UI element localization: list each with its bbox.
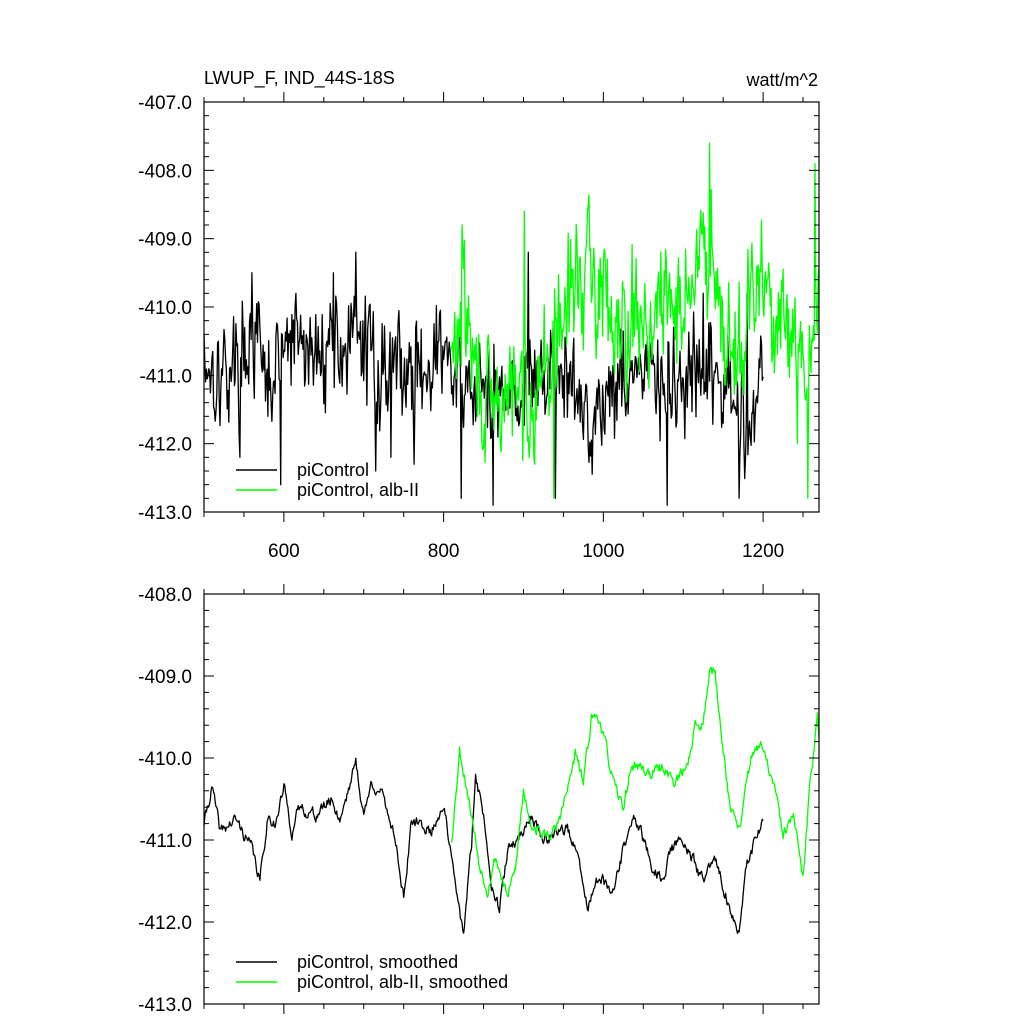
series-line-picontrol xyxy=(203,251,764,506)
y-tick-label: -410.0 xyxy=(138,298,192,319)
y-tick-label: -409.0 xyxy=(138,230,192,251)
y-tick-label: -408.0 xyxy=(138,585,192,606)
y-tick-label: -413.0 xyxy=(138,503,192,524)
y-tick-label: -412.0 xyxy=(138,913,192,934)
y-tick-label: -411.0 xyxy=(140,831,192,852)
x-tick-label: 1200 xyxy=(742,541,784,562)
bottom-ticks-group xyxy=(203,584,819,1014)
y-tick-label: -412.0 xyxy=(138,435,192,456)
x-tick-label: 1000 xyxy=(582,541,624,562)
top-x-tick-labels: 600 800 1000 1200 xyxy=(268,541,784,562)
y-tick-label: -408.0 xyxy=(138,161,192,182)
top-series-group xyxy=(203,142,820,506)
legend-label-picontrol: piControl xyxy=(297,460,369,480)
bottom-y-tick-labels: -408.0 -409.0 -410.0 -411.0 -412.0 -413.… xyxy=(138,585,192,1016)
bottom-series-group xyxy=(203,666,820,934)
series-line-picontrol-alb-ii xyxy=(450,142,820,499)
top-legend: piControl piControl, alb-II xyxy=(236,460,419,500)
series-line-picontrol-smoothed xyxy=(203,757,764,934)
x-tick-label: 800 xyxy=(428,541,460,562)
top-y-tick-labels: -407.0 -408.0 -409.0 -410.0 -411.0 -412.… xyxy=(138,93,192,524)
legend-label-alb-ii: piControl, alb-II xyxy=(297,480,419,500)
bottom-panel: -408.0 -409.0 -410.0 -411.0 -412.0 -413.… xyxy=(138,584,820,1016)
x-tick-label: 600 xyxy=(268,541,300,562)
top-ticks-group xyxy=(203,92,819,522)
units-label: watt/m^2 xyxy=(746,70,818,90)
y-tick-label: -411.0 xyxy=(140,366,192,387)
y-tick-label: -409.0 xyxy=(138,667,192,688)
legend-label-alb-ii-smoothed: piControl, alb-II, smoothed xyxy=(297,972,508,992)
bottom-plot-frame xyxy=(203,593,820,1005)
y-tick-label: -410.0 xyxy=(138,749,192,770)
series-line-picontrol-alb-ii-smoothed xyxy=(450,666,820,898)
chart-title: LWUP_F, IND_44S-18S xyxy=(204,68,395,89)
top-panel: LWUP_F, IND_44S-18S watt/m^2 -407.0 -408… xyxy=(138,68,820,562)
y-tick-label: -407.0 xyxy=(138,93,192,114)
bottom-legend: piControl, smoothed piControl, alb-II, s… xyxy=(236,952,508,992)
legend-label-smoothed: piControl, smoothed xyxy=(297,952,458,972)
y-tick-label: -413.0 xyxy=(138,995,192,1016)
top-plot-frame xyxy=(203,101,820,513)
